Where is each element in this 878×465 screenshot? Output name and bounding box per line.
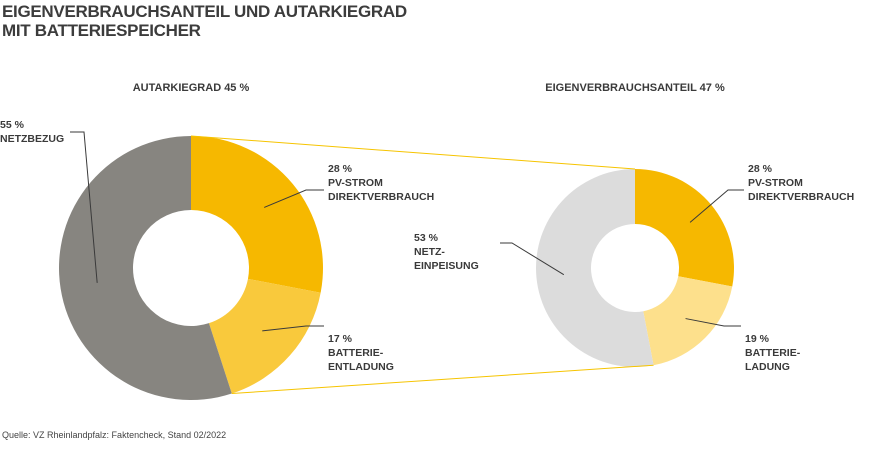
connector-line <box>231 364 654 395</box>
slice-label: PV-STROM DIREKTVERBRAUCH <box>748 177 855 203</box>
value-label: 55 % <box>0 119 24 131</box>
chart-title: EIGENVERBRAUCHSANTEIL 47 % <box>545 82 725 94</box>
leader-line <box>689 189 744 223</box>
donut-slice <box>535 169 654 367</box>
title: EIGENVERBRAUCHSANTEIL UND AUTARKIEGRAD M… <box>2 2 407 40</box>
slice-label: BATTERIE- ENTLADUNG <box>328 347 394 373</box>
slice-label: NETZ- EINPEISUNG <box>414 246 479 272</box>
leader-line <box>262 325 324 332</box>
leader-line <box>70 131 98 283</box>
donut-slice <box>191 136 324 293</box>
slice-label: BATTERIE- LADUNG <box>745 347 801 373</box>
slice-label: PV-STROM DIREKTVERBRAUCH <box>328 177 435 203</box>
value-label: 28 % <box>328 163 352 175</box>
chart-title: AUTARKIEGRAD 45 % <box>132 82 250 94</box>
slice-label: NETZBEZUG <box>0 133 65 145</box>
value-label: 19 % <box>745 333 769 345</box>
donut-slice <box>59 136 232 400</box>
leader-line <box>500 242 565 276</box>
value-label: 17 % <box>328 333 352 345</box>
donut-slice <box>208 278 321 394</box>
connector-line <box>190 135 636 170</box>
leader-line <box>264 189 324 208</box>
donut-slice <box>643 276 733 366</box>
donut-slice <box>635 169 735 287</box>
leader-line <box>685 318 741 327</box>
value-label: 28 % <box>748 163 772 175</box>
value-label: 53 % <box>414 232 438 244</box>
source: Quelle: VZ Rheinlandpfalz: Faktencheck, … <box>2 430 227 440</box>
